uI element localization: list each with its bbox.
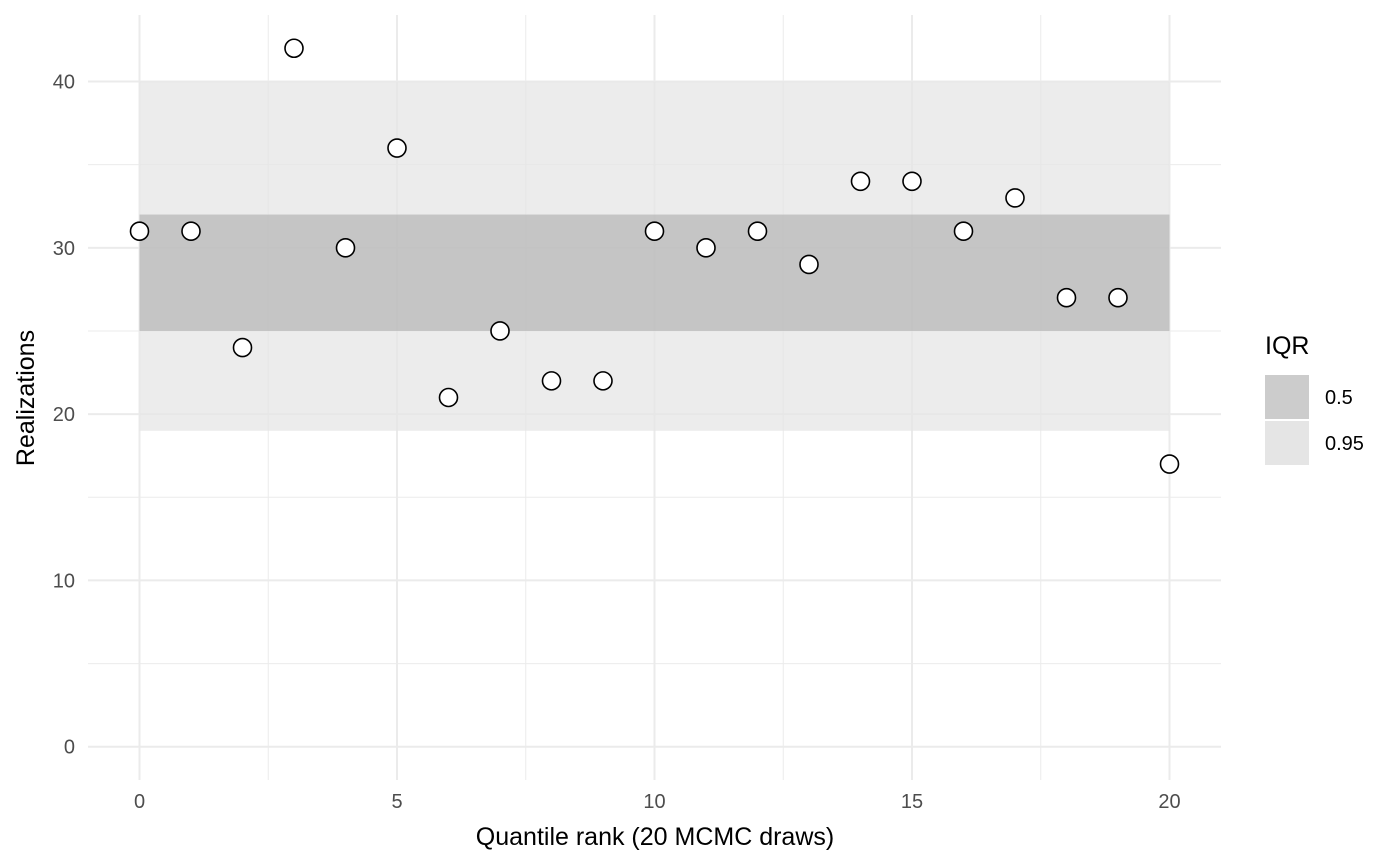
x-tick-label: 20: [1158, 791, 1180, 813]
data-point: [490, 321, 510, 341]
data-point: [181, 221, 201, 241]
data-point: [232, 337, 253, 358]
legend-label: 0.5: [1325, 387, 1353, 409]
x-tick-label: 0: [134, 791, 145, 813]
legend-label: 0.95: [1325, 433, 1364, 455]
data-point: [696, 238, 716, 258]
data-point: [644, 221, 665, 241]
data-point: [1159, 454, 1180, 474]
data-point: [902, 171, 922, 192]
x-tick-label: 10: [643, 791, 665, 813]
y-tick-label: 30: [53, 238, 75, 260]
y-tick-label: 40: [53, 72, 75, 94]
x-tick-labels: 0 5 10 15 20: [134, 791, 1181, 813]
y-tick-label: 10: [53, 570, 75, 592]
data-point: [799, 254, 819, 275]
y-tick-labels: 0 10 20 30 40: [53, 72, 75, 759]
data-point: [850, 171, 871, 192]
data-point: [335, 238, 356, 258]
x-tick-label: 15: [901, 791, 923, 813]
y-tick-label: 0: [64, 737, 75, 759]
data-point: [953, 221, 974, 241]
data-point: [1056, 287, 1077, 308]
data-point: [438, 387, 459, 408]
data-point: [747, 221, 768, 241]
y-axis-title: Realizations: [12, 330, 40, 466]
legend: IQR 0.5 0.95: [1265, 332, 1364, 465]
data-points: [129, 38, 1180, 474]
data-point: [284, 38, 304, 59]
data-point: [541, 371, 562, 391]
data-point: [1108, 287, 1128, 308]
data-point: [593, 371, 613, 391]
y-tick-label: 20: [53, 404, 75, 426]
legend-key-0-5: [1265, 375, 1309, 419]
data-point: [387, 138, 407, 158]
data-point: [129, 221, 150, 241]
iqr-bands: [139, 81, 1170, 431]
legend-key-0-95: [1265, 421, 1309, 465]
legend-title: IQR: [1265, 332, 1309, 360]
data-point: [1005, 188, 1025, 208]
x-axis-title: Quantile rank (20 MCMC draws): [476, 823, 834, 851]
x-tick-label: 5: [391, 791, 402, 813]
